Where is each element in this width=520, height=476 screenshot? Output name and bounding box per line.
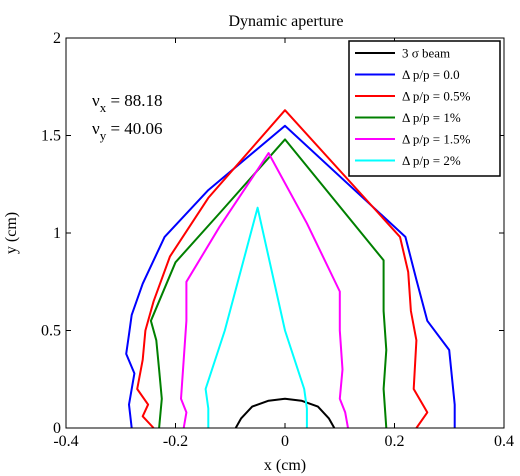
series-line-5	[204, 206, 308, 428]
legend: 3 σ beam Δ p/p = 0.0 Δ p/p = 0.5% Δ p/p = 1…	[348, 40, 501, 177]
series-line-3	[149, 138, 388, 429]
series-line-4	[180, 152, 349, 429]
y-tick-label: 1	[53, 225, 61, 242]
tune-annotation: νx = 88.18	[92, 91, 163, 115]
y-tick-label: 0	[53, 420, 61, 437]
x-axis-label: x (cm)	[264, 457, 306, 474]
series-line-0	[234, 397, 336, 429]
legend-entry-label: Δ p/p = 0.5%	[402, 89, 471, 104]
legend-entry-label: 3 σ beam	[402, 46, 450, 61]
x-tick-label: 0.4	[494, 433, 514, 450]
series-line-1	[125, 124, 456, 429]
tune-annotation: νy = 40.06	[92, 119, 163, 143]
x-tick-label: 0	[281, 433, 289, 450]
legend-box	[348, 40, 501, 177]
chart-title: Dynamic aperture	[228, 13, 343, 30]
x-tick-label: -0.4	[53, 433, 78, 450]
x-tick-label: 0.2	[385, 433, 405, 450]
y-tick-label: 2	[53, 30, 61, 47]
ticks-layer: -0.4 -0.2 0 0.2 0.4 0 0.5 1 1.5 2	[41, 30, 514, 450]
y-tick-label: 0.5	[41, 323, 61, 340]
legend-entry-label: Δ p/p = 0.0	[402, 67, 460, 82]
y-tick-label: 1.5	[41, 128, 61, 145]
legend-entry-label: Δ p/p = 2%	[402, 153, 461, 168]
x-tick-label: -0.2	[163, 433, 188, 450]
legend-entry-label: Δ p/p = 1%	[402, 110, 461, 125]
annotation-block: νx = 88.18 νy = 40.06	[92, 91, 163, 143]
legend-entry-label: Δ p/p = 1.5%	[402, 132, 471, 147]
series-layer	[125, 109, 456, 429]
series-line-2	[136, 109, 429, 429]
y-axis-label: y (cm)	[3, 212, 20, 254]
